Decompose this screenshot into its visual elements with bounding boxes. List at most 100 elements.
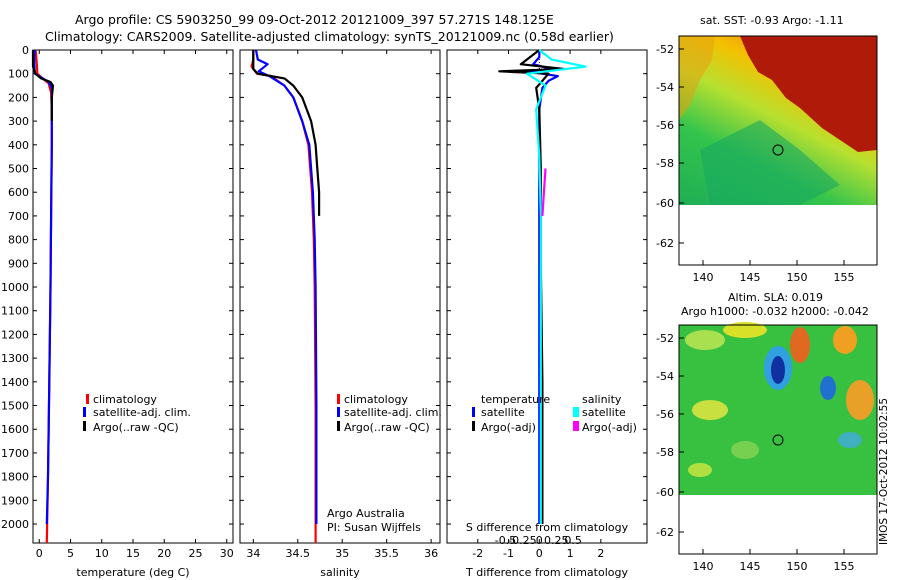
x-tick-label: 1 <box>567 547 574 560</box>
sla-patch <box>723 322 767 338</box>
sst-map-frame <box>678 35 878 266</box>
sla-map-subtitle: Argo h1000: -0.032 h2000: -0.042 <box>681 305 869 318</box>
y-tick-label: 1500 <box>1 400 29 413</box>
y-tick-label: 1400 <box>1 376 29 389</box>
x-axis-label: salinity <box>320 566 360 579</box>
map-y-tick-label: -54 <box>656 370 674 383</box>
sla-map-frame <box>678 324 878 555</box>
map-y-tick-label: -58 <box>656 446 674 459</box>
salinity-legend: climatology satellite-adj. clim. Argo(..… <box>337 393 442 434</box>
series-line-temperature-argo-adj- <box>498 49 565 524</box>
x-tick-label: 0 <box>36 547 43 560</box>
footer-timestamp: IMOS 17-Oct-2012 10:02:55 <box>878 398 890 545</box>
map-y-tick-label: -62 <box>656 237 674 250</box>
argo-position-marker <box>772 434 784 446</box>
map-y-tick-label: -56 <box>656 119 674 132</box>
temperature-legend: climatology satellite-adj. clim. Argo(..… <box>83 393 191 434</box>
sla-map-title: Altim. SLA: 0.019 <box>728 291 823 304</box>
sst-orange-patch <box>679 36 715 120</box>
y-tick-label: 600 <box>8 186 29 199</box>
x-tick-label: 15 <box>126 547 140 560</box>
legend-swatch-satellite <box>83 407 86 417</box>
y-tick-label: 800 <box>8 234 29 247</box>
map-x-tick-label: 155 <box>834 271 855 284</box>
sla-patch <box>838 432 862 448</box>
y-tick-label: 200 <box>8 91 29 104</box>
difference-panel: -2 -1 0 1 2 T difference from climatology S di… <box>447 49 647 579</box>
map-y-tick-label: -52 <box>656 332 674 345</box>
map-x-tick-label: 145 <box>740 271 761 284</box>
series-line-temperature-satellite <box>525 50 559 524</box>
sla-patch <box>688 463 712 477</box>
y-tick-label: 1600 <box>1 423 29 436</box>
temperature-panel-frame <box>32 49 234 544</box>
sla-low-core <box>771 356 785 384</box>
sla-map: Altim. SLA: 0.019 Argo h1000: -0.032 h20… <box>656 291 878 573</box>
legend-label-s-satellite: satellite <box>582 406 626 419</box>
difference-legend: temperature salinity satellite Argo(-adj… <box>472 393 637 434</box>
x2-tick-label: 0.25 <box>544 534 569 547</box>
y-tick-label: 1100 <box>1 305 29 318</box>
legend-swatch-argo <box>83 421 86 431</box>
series-line-argo-raw-qc- <box>252 50 321 216</box>
map-x-tick-label: 140 <box>693 271 714 284</box>
y-tick-label: 300 <box>8 115 29 128</box>
y-tick-label: 2000 <box>1 518 29 531</box>
legend-label-argo: Argo(..raw -QC) <box>93 421 179 434</box>
map-x-tick-label: 140 <box>693 560 714 573</box>
sla-patch <box>833 326 857 354</box>
annotation-argo-australia: Argo Australia <box>327 507 405 520</box>
legend-label-t-argo: Argo(-adj) <box>481 421 536 434</box>
x-tick-label: -1 <box>503 547 514 560</box>
x2-tick-label: 0.5 <box>564 534 582 547</box>
x-tick-label: 10 <box>95 547 109 560</box>
legend-label-argo: Argo(..raw -QC) <box>344 421 430 434</box>
x-tick-label: 35 <box>335 547 349 560</box>
y-tick-label: 500 <box>8 163 29 176</box>
sla-patch <box>685 330 725 350</box>
x-tick-label: 20 <box>157 547 171 560</box>
map-x-tick-label: 145 <box>740 560 761 573</box>
series-line-argo-raw-qc- <box>31 50 55 122</box>
legend-swatch-s-argo <box>573 421 579 431</box>
x-tick-label: 2 <box>597 547 604 560</box>
map-y-tick-label: -60 <box>656 486 674 499</box>
salinity-panel-frame <box>239 49 441 544</box>
y-tick-label: 100 <box>8 68 29 81</box>
legend-label-s-argo: Argo(-adj) <box>582 421 637 434</box>
sst-map-title: sat. SST: -0.93 Argo: -1.11 <box>700 14 844 27</box>
legend-swatch-satellite <box>337 407 340 417</box>
y-tick-label: 900 <box>8 257 29 270</box>
sla-patch <box>846 380 874 420</box>
legend-swatch-climatology <box>337 394 340 404</box>
series-line-salinity-satellite <box>525 49 587 524</box>
y-tick-label: 0 <box>22 44 29 57</box>
map-y-tick-label: -58 <box>656 157 674 170</box>
header-line1: Argo profile: CS 5903250_99 09-Oct-2012 … <box>75 12 554 27</box>
map-y-tick-label: -56 <box>656 408 674 421</box>
series-line-climatology <box>250 50 317 543</box>
legend-label-satellite: satellite-adj. clim. <box>344 406 442 419</box>
sst-cool-patch <box>700 120 840 205</box>
x2-axis-label: S difference from climatology <box>466 521 629 534</box>
y-tick-label: 1800 <box>1 471 29 484</box>
x-tick-label: -2 <box>472 547 483 560</box>
x-tick-label: 36 <box>424 547 438 560</box>
temperature-panel: 0100200300400500600700800900100011001200… <box>1 44 234 579</box>
map-x-tick-label: 150 <box>787 271 808 284</box>
legend-label-t-satellite: satellite <box>481 406 525 419</box>
x-axis-label: T difference from climatology <box>465 566 628 579</box>
sla-patch <box>692 400 728 420</box>
x-tick-label: 34.5 <box>286 547 311 560</box>
x2-tick-label: 0 <box>536 534 543 547</box>
map-y-tick-label: -62 <box>656 526 674 539</box>
legend-title-temperature: temperature <box>481 393 550 406</box>
legend-label-climatology: climatology <box>344 393 408 406</box>
sla-patch <box>790 327 810 363</box>
y-tick-label: 1700 <box>1 447 29 460</box>
legend-swatch-s-satellite <box>573 407 579 417</box>
header-line2: Climatology: CARS2009. Satellite-adjuste… <box>45 29 614 44</box>
x-axis-label: temperature (deg C) <box>76 566 189 579</box>
salinity-panel: 34 34.5 35 35.5 36 salinity <box>240 49 440 579</box>
